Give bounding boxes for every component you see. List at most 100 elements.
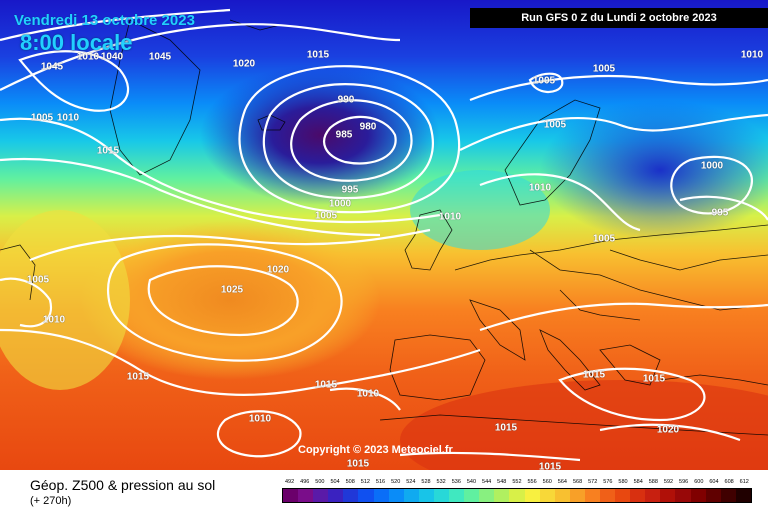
- scale-swatch: [358, 489, 374, 502]
- low-pressure-core: [200, 65, 440, 205]
- scale-swatch: [660, 489, 676, 502]
- isobar-label: 1005: [592, 233, 616, 245]
- isobar-label: 1045: [148, 51, 172, 63]
- isobars: [0, 8, 768, 462]
- iberia-coast: [389, 334, 486, 401]
- scale-swatch: [343, 489, 359, 502]
- west-atlantic-area: [0, 210, 130, 390]
- scale-label: 540: [466, 479, 477, 485]
- isobar-label: 1040: [100, 51, 124, 63]
- isobar-1015-europe: [479, 302, 768, 332]
- coastlines: [0, 19, 768, 436]
- warm-south-area: [400, 380, 768, 470]
- isobar-1015-south: [0, 328, 481, 396]
- scale-label: 544: [482, 479, 492, 485]
- scale-swatch: [313, 489, 329, 502]
- greenland-coast: [109, 19, 201, 176]
- isobar-1025: [147, 265, 299, 337]
- isobar-label: 1010: [438, 211, 462, 223]
- scale-swatch: [705, 489, 721, 502]
- scale-label: 536: [451, 479, 461, 485]
- scandinavia-coast: [504, 99, 601, 206]
- isobar-label: 1000: [700, 160, 724, 172]
- isobar-1010-south: [216, 410, 302, 458]
- isobar-label: 1005: [26, 274, 50, 286]
- scale-label: 612: [739, 479, 749, 485]
- isobar-1010-north: [0, 117, 441, 224]
- isobar-label: 1015: [306, 49, 330, 61]
- scale-swatch: [494, 489, 510, 502]
- scale-swatch: [690, 489, 706, 502]
- isobar-label: 1015: [96, 145, 120, 157]
- scale-label: 500: [315, 479, 325, 485]
- isobar-1005-west: [0, 277, 53, 328]
- scale-label: 556: [527, 479, 537, 485]
- scale-swatch: [464, 489, 480, 502]
- scale-swatch: [403, 489, 419, 502]
- isobar-1010-scand: [479, 173, 641, 232]
- scale-label: 568: [572, 479, 583, 485]
- scale-label: 496: [300, 479, 310, 485]
- model-run-banner: Run GFS 0 Z du Lundi 2 octobre 2023: [470, 8, 768, 28]
- scale-label: 552: [512, 479, 522, 485]
- iceland-coast: [257, 114, 286, 131]
- isobar-label: 1010: [248, 413, 272, 425]
- scale-label: 576: [603, 479, 613, 485]
- north-europe-coast: [454, 224, 768, 271]
- scale-label: 600: [694, 479, 704, 485]
- isobar-1040: [18, 50, 130, 112]
- scale-label: 504: [330, 479, 340, 485]
- scale-label: 520: [391, 479, 401, 485]
- isobar-label: 1020: [266, 264, 290, 276]
- scale-labels: 492 496 500 504 508 512 516 520 524 528 532 536 540 5…: [282, 478, 752, 487]
- isobar-label: 1015: [494, 422, 518, 434]
- scale-swatch: [509, 489, 525, 502]
- isobar-995-east: [679, 195, 768, 221]
- scale-swatch: [569, 489, 585, 502]
- isobar-label: 1015: [538, 461, 562, 471]
- scale-swatch: [479, 489, 495, 502]
- isobar-980: [323, 115, 397, 165]
- scale-swatch: [433, 489, 450, 502]
- scale-swatch: [418, 489, 434, 502]
- isobar-label: 1015: [346, 458, 370, 470]
- isobar-label: 1015: [582, 369, 606, 381]
- scale-label: 560: [542, 479, 552, 485]
- isobar-label: 980: [359, 121, 377, 133]
- scale-swatch: [283, 489, 299, 502]
- isobar-990: [262, 83, 434, 200]
- isobar-label: 1015: [126, 371, 150, 383]
- isobar-1020-atlantic: [29, 228, 431, 262]
- chart-title: Géop. Z500 & pression au sol: [30, 477, 216, 493]
- map-canvas: [0, 0, 768, 470]
- isobar-1000-east: [670, 155, 753, 215]
- isobar-1015-africa: [399, 451, 581, 462]
- scale-swatch: [524, 489, 540, 502]
- east-low-area: [540, 100, 768, 240]
- isobar-995: [238, 65, 461, 214]
- scale-label: 572: [588, 479, 598, 485]
- isobar-label: 1005: [532, 75, 556, 87]
- isobar-label: 995: [711, 207, 729, 219]
- scale-swatch: [449, 489, 465, 502]
- forecast-time: 8:00 locale: [20, 30, 133, 55]
- isobar-label: 1000: [328, 198, 352, 210]
- isobar-1015-balkans: [558, 367, 706, 422]
- isobar-label: 1010: [740, 49, 764, 61]
- isobar-label: 1015: [314, 379, 338, 391]
- scale-label: 580: [618, 479, 628, 485]
- scale-label: 512: [360, 479, 370, 485]
- scale-label: 588: [648, 479, 658, 485]
- isobar-1020-ring: [106, 243, 343, 362]
- isobar-985: [290, 99, 413, 182]
- isobar-label: 1005: [30, 112, 54, 124]
- scale-label: 532: [436, 479, 446, 485]
- scale-swatch: [645, 489, 661, 502]
- isobar-1020-east: [599, 423, 741, 442]
- chart-footer: Géop. Z500 & pression au sol (+ 270h) 49…: [0, 470, 768, 512]
- scale-swatch: [675, 489, 691, 502]
- isobar-label: 1010: [56, 112, 80, 124]
- scale-swatch: [554, 489, 570, 502]
- isobar-label: 1005: [592, 63, 616, 75]
- scale-swatch: [388, 489, 404, 502]
